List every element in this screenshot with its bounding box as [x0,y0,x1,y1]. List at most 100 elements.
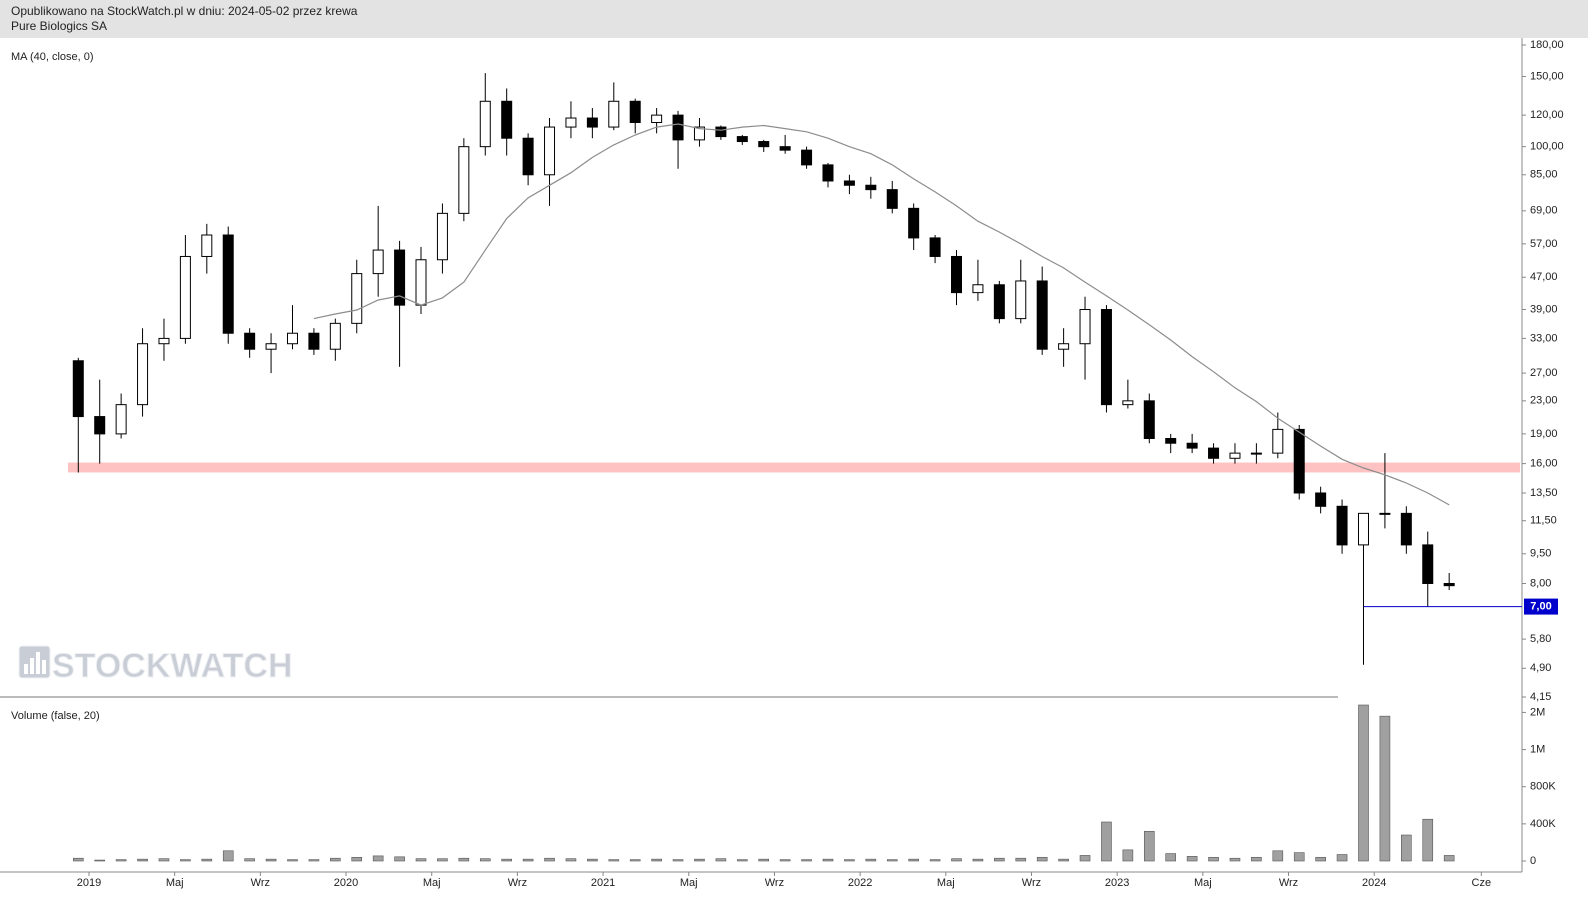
volume-bar [1143,830,1155,862]
candle-body [522,137,534,176]
candle-body [1293,428,1305,494]
candle-body [201,234,213,257]
volume-bar [1036,856,1048,862]
candle-body [544,126,556,176]
header-line: Opublikowano na StockWatch.pl w dniu: 20… [11,4,358,18]
y-tick-label: 180,00 [1530,39,1564,51]
candle-body [951,255,963,294]
volume-bar [865,858,877,862]
volume-bar [222,850,234,862]
candle-body [651,114,663,123]
level-label: 7,00 [1530,600,1551,612]
volume-bar [1358,704,1369,862]
volume-bar [929,859,941,862]
header-bar [0,0,1588,38]
candle-body [1015,280,1027,320]
volume-bar [1251,856,1262,862]
candle-body [1208,447,1220,459]
candle-body [351,273,363,324]
candle-body [94,416,106,435]
x-tick-label: Maj [166,877,184,889]
volume-bar [908,858,919,862]
candle-body [608,100,620,128]
volume-bar [694,858,705,862]
volume-bar [587,858,598,862]
volume-bar [1079,855,1091,862]
volume-bar [458,857,470,862]
candle-body [265,343,277,350]
legend-entry: MA (40, close, 0) [11,51,94,63]
candle-body [629,100,641,123]
candle-body [222,234,234,334]
x-tick-label: Wrz [765,877,784,889]
volume-bar [158,858,170,862]
ma-line [313,123,1450,506]
candle-body [1079,309,1091,345]
candle-body [715,126,727,138]
volume-bar [501,858,512,862]
candle-body [1400,512,1412,546]
candle-body [972,284,984,294]
volume-bar [1272,850,1284,862]
candle-body [1422,544,1434,584]
y-tick-label: 85,00 [1530,169,1558,181]
y-tick-label: 0 [1530,855,1536,867]
candle-body [479,100,491,148]
volume-bar [1315,856,1326,862]
volume-bar [822,858,834,862]
volume-bar [737,859,748,862]
y-tick-label: 150,00 [1530,70,1564,82]
candle-body [865,184,877,191]
volume-bar [522,858,534,862]
candle-body [843,180,855,186]
volume-bar [94,859,106,862]
volume-bar [265,858,277,862]
candle-body [1336,505,1348,546]
x-tick-label: Maj [680,877,698,889]
y-tick-label: 57,00 [1530,238,1558,250]
candle-body [1443,582,1455,587]
candle-body [1357,512,1369,546]
candle-body [1315,492,1327,507]
candle-body [672,114,684,141]
candle-body [329,322,341,350]
candle-body [1058,343,1070,350]
candle-body [779,146,791,151]
volume-bar [801,859,812,862]
candle-body [736,136,748,143]
volume-bar [886,859,898,862]
volume-bar [72,857,84,862]
candle-body [394,249,406,306]
volume-bar [479,858,491,862]
volume-bar [608,859,620,862]
candle-body [1250,452,1262,455]
candle-body [1272,428,1284,454]
volume-bar [1058,858,1069,862]
y-tick-label: 9,50 [1530,548,1551,560]
volume-title: Volume (false, 20) [11,710,100,722]
x-tick-label: 2024 [1362,877,1386,889]
candle-body [115,404,127,435]
candle-body [1186,442,1198,449]
watermark-logo [18,645,51,679]
x-tick-label: Wrz [1022,877,1041,889]
watermark: STOCKWATCH [52,647,293,685]
candle-body [372,249,384,275]
candle-body [1165,437,1177,444]
x-tick-label: 2021 [591,877,615,889]
volume-bar [180,859,191,862]
candle-body [693,126,705,141]
candle-body [801,149,813,166]
volume-bar [1293,852,1305,862]
volume-bar [372,855,384,862]
candle-body [244,332,256,350]
volume-bar [951,858,962,862]
candle-body [1143,400,1155,439]
candle-body [1122,400,1134,406]
volume-bar [137,858,148,862]
volume-bar [544,857,555,862]
volume-bar [1165,853,1177,862]
volume-bar [1422,818,1434,862]
candle-body [458,146,470,214]
y-tick-label: 47,00 [1530,271,1558,283]
